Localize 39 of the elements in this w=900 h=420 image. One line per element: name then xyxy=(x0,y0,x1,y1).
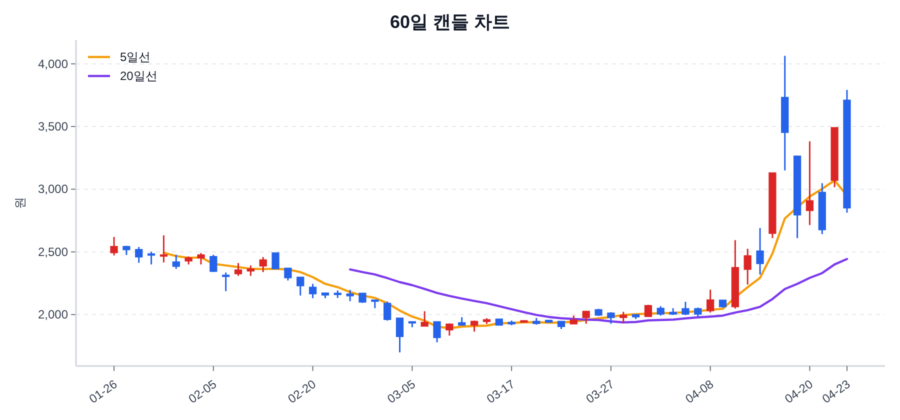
legend-label: 20일선 xyxy=(120,69,158,83)
candlestick xyxy=(420,310,428,328)
candlestick xyxy=(197,252,205,266)
candlestick xyxy=(656,305,664,316)
candlestick xyxy=(284,267,292,282)
candlestick xyxy=(259,256,267,273)
y-tick-label: 2,000 xyxy=(38,308,68,322)
y-tick-label: 4,000 xyxy=(38,56,68,71)
candlestick xyxy=(470,320,478,332)
candlestick xyxy=(682,301,690,316)
candlestick xyxy=(234,262,242,277)
legend-label: 5일선 xyxy=(120,50,151,64)
candlestick xyxy=(806,140,814,226)
chart-title: 60일 캔들 차트 xyxy=(390,12,510,32)
y-tick-label: 2,500 xyxy=(38,244,68,259)
candlestick xyxy=(384,300,392,322)
candlestick xyxy=(582,310,590,324)
candlestick xyxy=(607,311,615,324)
candlestick xyxy=(135,246,143,264)
candlestick xyxy=(694,306,702,318)
candlestick xyxy=(620,311,628,324)
candlestick xyxy=(433,320,441,344)
candlestick xyxy=(756,227,764,276)
y-axis-title: 원 xyxy=(13,197,27,209)
candlestick xyxy=(272,252,280,270)
candlestick xyxy=(110,236,118,256)
candlestick xyxy=(706,288,714,314)
candlestick xyxy=(172,254,180,270)
candlestick xyxy=(210,254,218,273)
candlestick xyxy=(346,289,354,302)
candlestick xyxy=(308,283,317,299)
candlestick xyxy=(446,322,454,336)
candlestick xyxy=(246,264,254,277)
candlestick xyxy=(396,317,404,354)
y-tick-label: 3,000 xyxy=(38,182,68,196)
candlestick xyxy=(296,276,304,296)
y-tick-label: 3,500 xyxy=(38,120,68,134)
candlestick xyxy=(222,272,230,292)
candlestick xyxy=(744,248,752,286)
